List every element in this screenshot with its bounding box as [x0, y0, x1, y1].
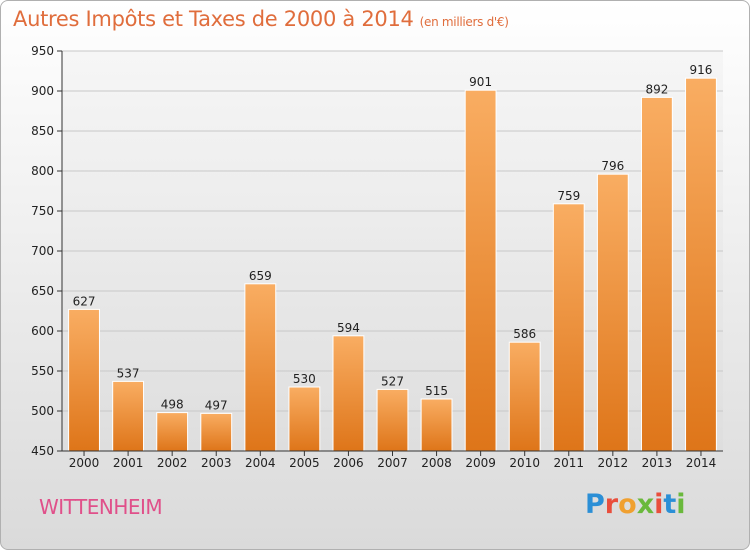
logo-letter: i [676, 489, 686, 520]
y-tick-label: 550 [31, 364, 54, 378]
y-axis-labels: 450 500 550 600 650 700 750 800 850 900 950 [31, 44, 54, 458]
bars [68, 77, 717, 452]
x-tick-label: 2002 [157, 456, 188, 470]
bar [288, 386, 321, 452]
value-label: 537 [117, 366, 140, 380]
bar [596, 173, 629, 452]
x-tick-label: 2014 [686, 456, 717, 470]
bar [112, 380, 145, 452]
x-tick-label: 2013 [642, 456, 673, 470]
y-tick-label: 800 [31, 164, 54, 178]
value-label: 659 [249, 269, 272, 283]
logo-letter: r [604, 489, 619, 520]
bar [508, 341, 541, 452]
logo-letter: o [618, 489, 637, 520]
logo-letter: t [663, 489, 677, 520]
y-tick-label: 950 [31, 44, 54, 58]
y-tick-label: 900 [31, 84, 54, 98]
value-label: 796 [601, 159, 624, 173]
x-tick-label: 2007 [377, 456, 408, 470]
y-tick-label: 750 [31, 204, 54, 218]
value-label: 759 [557, 189, 580, 203]
value-label: 515 [425, 384, 448, 398]
x-tick-label: 2008 [421, 456, 452, 470]
bar [68, 308, 100, 452]
y-tick-label: 850 [31, 124, 54, 138]
bar [640, 96, 673, 452]
value-labels: 627 537 498 497 659 530 594 527 515 901 586 759 796 8… [73, 63, 713, 412]
y-tick-label: 700 [31, 244, 54, 258]
x-tick-label: 2004 [245, 456, 276, 470]
bar [200, 412, 233, 452]
bar [464, 89, 497, 452]
value-label: 627 [73, 294, 96, 308]
logo-letter: x [636, 489, 655, 520]
x-tick-label: 2011 [553, 456, 584, 470]
value-label: 916 [690, 63, 713, 77]
x-tick-label: 2001 [113, 456, 144, 470]
value-label: 530 [293, 372, 316, 386]
chart-title-text: Autres Impôts et Taxes de 2000 à 2014 [13, 7, 414, 31]
logo-letter: P [585, 489, 605, 520]
city-name: WITTENHEIM [39, 495, 163, 519]
bar [332, 335, 365, 452]
bar [420, 398, 453, 452]
x-tick-label: 2010 [509, 456, 540, 470]
chart-unit: (en milliers d'€) [419, 15, 509, 29]
bar [685, 77, 717, 452]
value-label: 594 [337, 321, 360, 335]
x-tick-label: 2006 [333, 456, 364, 470]
y-tick-label: 650 [31, 284, 54, 298]
logo-letter: i [654, 489, 664, 520]
chart-title: Autres Impôts et Taxes de 2000 à 2014 (en… [13, 7, 509, 31]
x-axis-labels: 2000 2001 2002 2003 2004 2005 2006 2007 2008 2009… [69, 456, 716, 470]
bar [244, 283, 277, 452]
y-tick-label: 450 [31, 444, 54, 458]
y-tick-label: 500 [31, 404, 54, 418]
bar [376, 388, 409, 452]
proxiti-logo: Proxiti [585, 489, 686, 520]
value-label: 497 [205, 398, 228, 412]
value-label: 498 [161, 398, 184, 412]
x-tick-label: 2005 [289, 456, 320, 470]
x-tick-label: 2012 [598, 456, 629, 470]
x-tick-label: 2000 [69, 456, 100, 470]
value-label: 586 [513, 327, 536, 341]
bar [552, 203, 585, 452]
value-label: 892 [645, 82, 668, 96]
value-label: 901 [469, 75, 492, 89]
bar [156, 412, 189, 452]
value-label: 527 [381, 374, 404, 388]
x-tick-label: 2003 [201, 456, 232, 470]
x-tick-label: 2009 [465, 456, 496, 470]
y-tick-label: 600 [31, 324, 54, 338]
